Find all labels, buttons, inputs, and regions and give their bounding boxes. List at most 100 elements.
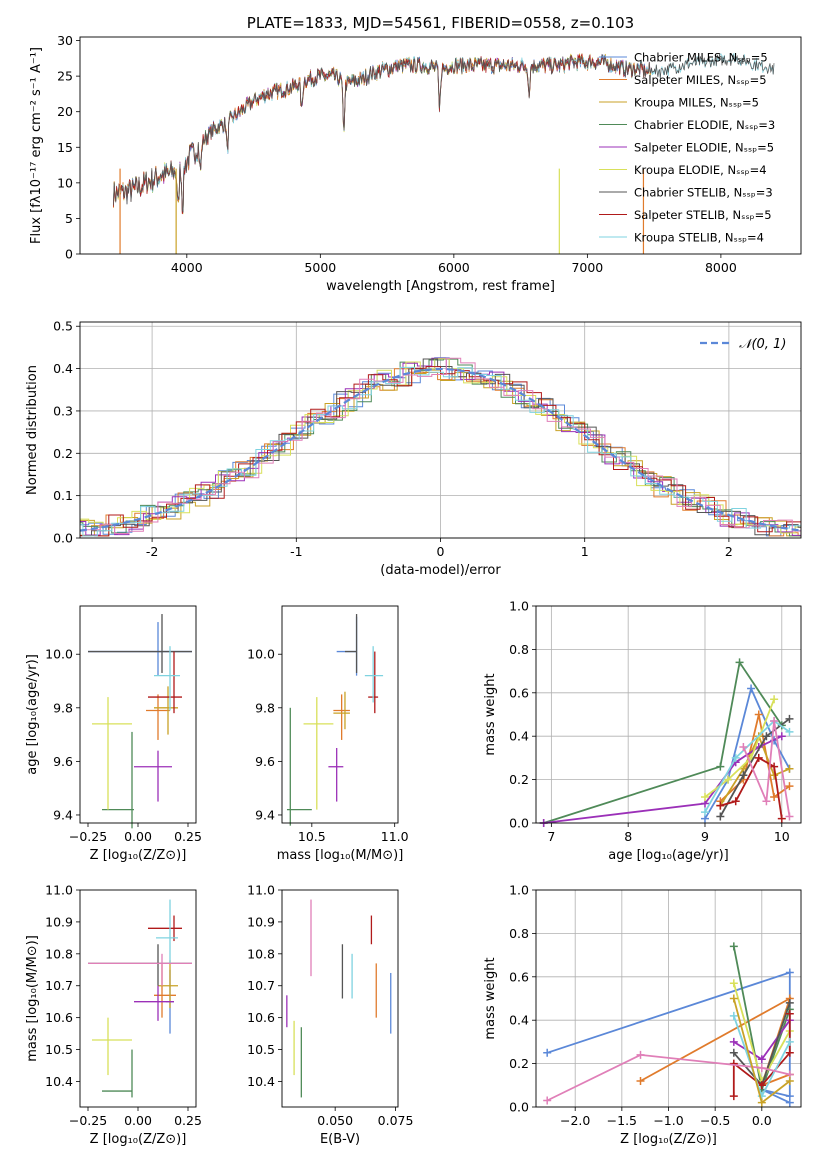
x-tick-label: 6000 xyxy=(438,260,470,275)
mass-weight-marker xyxy=(785,727,794,736)
x-axis-label: wavelength [Angstrom, rest frame] xyxy=(326,279,555,294)
y-tick-label: 0.6 xyxy=(509,969,529,984)
mass_vs_Z-axes: −0.25 0.00 0.25 10.4 10.5 10.6 10.7 10.8 10.9 11.… xyxy=(25,883,202,1148)
age_vs_mass-axes: 10.5 11.0 9.4 9.6 9.8 10.0 mass [log₁₀(M/M⊙)] xyxy=(247,647,408,863)
y-tick-label: 25 xyxy=(57,69,73,84)
mass-weight-marker xyxy=(757,1063,766,1072)
legend-label: Salpeter ELODIE, Nₛₛₚ=5 xyxy=(634,141,774,155)
y-tick-label: 9.8 xyxy=(255,700,275,715)
massweight_vs_age-lines xyxy=(539,658,794,827)
mass-weight-marker xyxy=(770,717,779,726)
y-tick-label: 20 xyxy=(57,104,73,119)
x-tick-label: −1.5 xyxy=(607,1113,637,1128)
y-tick-label: 0.0 xyxy=(509,816,529,831)
y-tick-label: 10.7 xyxy=(247,978,275,993)
x-tick-label: 9 xyxy=(701,829,709,844)
x-axis-label: (data-model)/error xyxy=(380,563,501,578)
legend-label: Salpeter STELIB, Nₛₛₚ=5 xyxy=(634,208,772,222)
mass-weight-marker xyxy=(762,732,771,741)
y-tick-label: 0.4 xyxy=(53,361,73,376)
y-tick-label: 9.6 xyxy=(53,754,73,769)
y-tick-label: 0.1 xyxy=(53,488,73,503)
x-tick-label: −0.25 xyxy=(69,829,107,844)
y-tick-label: 1.0 xyxy=(509,883,529,898)
age_vs_mass-frame xyxy=(281,605,399,824)
mass-weight-marker xyxy=(785,1076,794,1085)
y-tick-label: 10.5 xyxy=(247,1042,275,1057)
age_vs_Z-axes: −0.25 0.00 0.25 9.4 9.6 9.8 10.0 Z [log₁₀(Z/Z⊙)… xyxy=(25,647,202,863)
mass-weight-line xyxy=(704,719,791,813)
mass-weight-marker xyxy=(700,808,709,817)
mass-weight-marker xyxy=(739,771,748,780)
y-axis-label: age [log₁₀(age/yr)] xyxy=(25,654,40,775)
legend-label: Kroupa STELIB, Nₛₛₚ=4 xyxy=(634,231,764,245)
mass-weight-marker xyxy=(636,1050,645,1059)
x-tick-label: 5000 xyxy=(304,260,336,275)
mass-weight-marker xyxy=(770,695,779,704)
y-tick-label: 0.2 xyxy=(509,1056,529,1071)
mass-weight-marker xyxy=(716,762,725,771)
y-tick-label: 9.4 xyxy=(255,807,275,822)
x-axis-label: mass [log₁₀(M/M⊙)] xyxy=(277,848,404,863)
mass-weight-marker xyxy=(735,658,744,667)
y-tick-label: 0.6 xyxy=(509,685,529,700)
y-tick-label: 10.5 xyxy=(45,1042,73,1057)
mass-weight-marker xyxy=(729,1092,738,1101)
mass-weight-line xyxy=(704,698,775,798)
mass-weight-marker xyxy=(716,812,725,821)
massweight_vs_age-frame xyxy=(535,605,802,824)
age_vs_Z-frame xyxy=(79,605,197,824)
y-tick-label: 0.2 xyxy=(53,446,73,461)
mass-weight-marker xyxy=(543,1096,552,1105)
mass-weight-marker xyxy=(747,684,756,693)
mass-weight-marker xyxy=(762,797,771,806)
mass-weight-marker xyxy=(729,994,738,1003)
mass-weight-marker xyxy=(729,1011,738,1020)
y-tick-label: 0.2 xyxy=(509,772,529,787)
y-axis-label: mass weight xyxy=(483,673,498,755)
x-tick-label: 11.0 xyxy=(381,829,409,844)
mass-weight-marker xyxy=(785,1048,794,1057)
x-tick-label: 0.25 xyxy=(174,829,202,844)
y-tick-label: 0.8 xyxy=(509,642,529,657)
y-tick-label: 30 xyxy=(57,33,73,48)
histogram-bars xyxy=(80,357,801,537)
x-axis-label: E(B-V) xyxy=(320,1132,360,1147)
spectrum-axes: 4000 5000 6000 7000 8000 0 5 10 15 20 25 30 waveleng… xyxy=(29,33,737,294)
mass-weight-marker xyxy=(785,968,794,977)
x-tick-label: 7 xyxy=(547,829,555,844)
x-tick-label: -2 xyxy=(146,544,158,559)
x-tick-label: −1.0 xyxy=(653,1113,683,1128)
mass-weight-marker xyxy=(770,762,779,771)
mass-weight-marker xyxy=(636,1076,645,1085)
mass-weight-marker xyxy=(700,792,709,801)
mass-weight-marker xyxy=(785,998,794,1007)
x-tick-label: 0.00 xyxy=(124,1113,152,1128)
spectrum-series-line xyxy=(113,53,652,215)
mass-weight-marker xyxy=(785,1009,794,1018)
mass-weight-marker xyxy=(754,710,763,719)
mass_vs_Z-points xyxy=(88,899,192,1098)
mass-weight-marker xyxy=(729,1048,738,1057)
y-tick-label: 10.8 xyxy=(247,946,275,961)
y-tick-label: 9.4 xyxy=(53,807,73,822)
y-axis-label: Flux [fλ10⁻¹⁷ erg cm⁻² s⁻¹ A⁻¹] xyxy=(29,47,44,244)
mass-weight-marker xyxy=(785,714,794,723)
spectrum-series-line xyxy=(113,53,652,215)
x-tick-label: 0.00 xyxy=(124,829,152,844)
y-tick-label: 10.4 xyxy=(45,1074,73,1089)
x-tick-label: 0.25 xyxy=(174,1113,202,1128)
mass_vs_ebv-frame xyxy=(281,889,399,1108)
legend-label: Chabrier ELODIE, Nₛₛₚ=3 xyxy=(634,118,775,132)
y-axis-label: mass weight xyxy=(483,957,498,1039)
mass-weight-line xyxy=(546,1053,791,1102)
x-axis-label: Z [log₁₀(Z/Z⊙)] xyxy=(620,1132,717,1147)
y-tick-label: 10.9 xyxy=(45,914,73,929)
spectrum-lines xyxy=(113,52,775,254)
mass-weight-marker xyxy=(729,1059,738,1068)
mass_vs_ebv-points xyxy=(286,899,392,1098)
mass-weight-marker xyxy=(729,942,738,951)
x-tick-label: 8 xyxy=(624,829,632,844)
y-tick-label: 10.7 xyxy=(45,978,73,993)
